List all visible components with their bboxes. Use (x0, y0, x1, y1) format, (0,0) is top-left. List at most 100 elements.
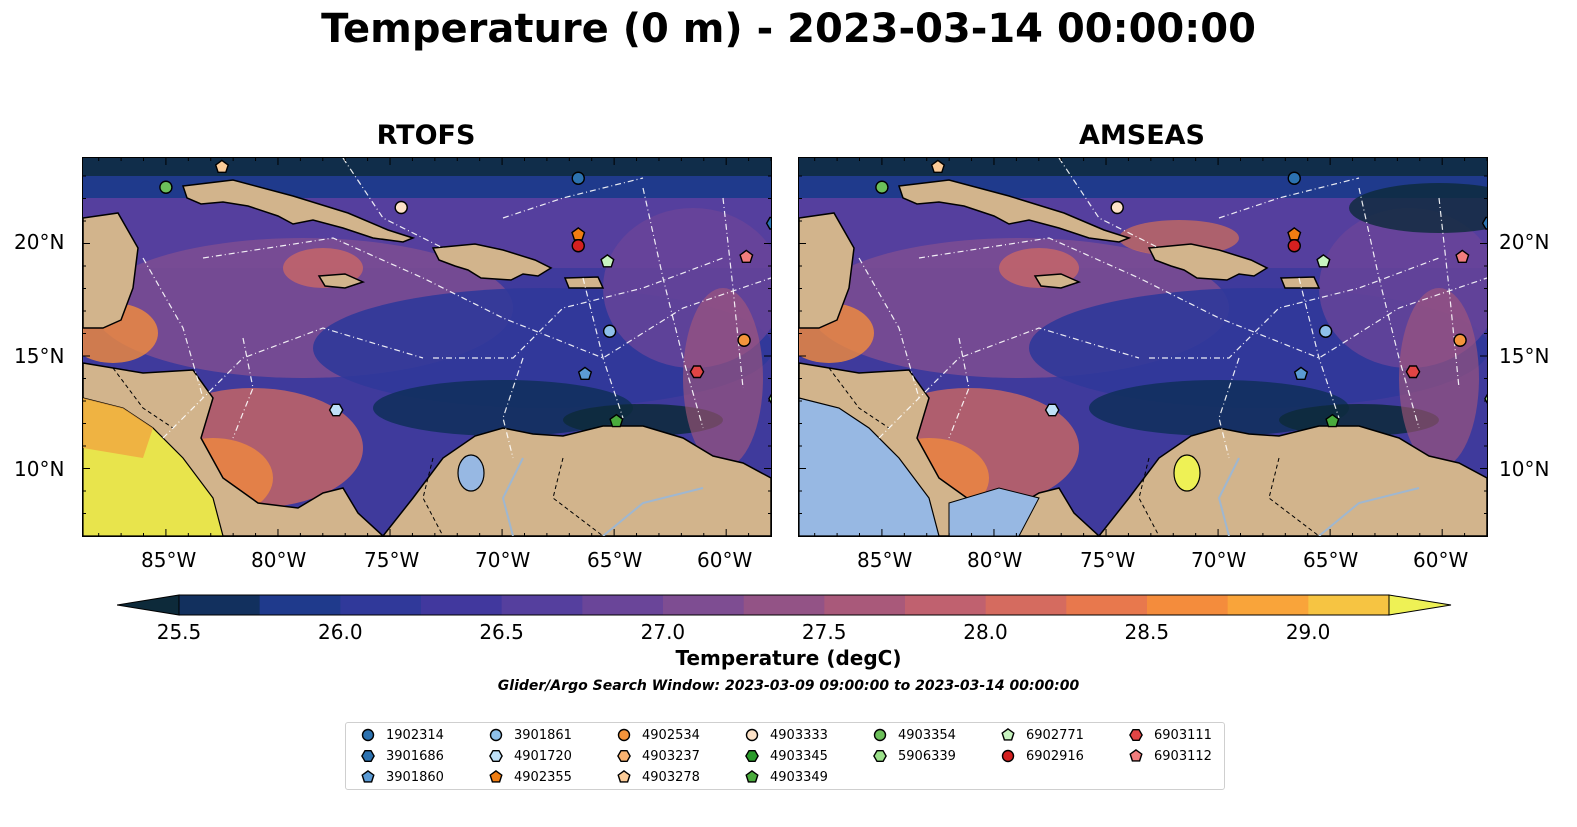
lon-tick-label: 85°W (857, 548, 913, 572)
float-marker-6902771[interactable] (1316, 254, 1331, 268)
legend-item-3901861[interactable]: 3901861 (488, 727, 572, 743)
legend-label: 3901860 (386, 769, 444, 785)
float-marker-6903111[interactable] (689, 365, 705, 379)
circle-marker-icon (617, 728, 631, 742)
circle-marker-icon (745, 728, 759, 742)
legend-label: 4902355 (514, 769, 572, 785)
float-marker-4903333[interactable] (1110, 200, 1124, 215)
pentagon-marker-icon (617, 770, 631, 783)
legend-item-6903111[interactable]: 6903111 (1128, 727, 1212, 743)
legend-label: 4903345 (770, 748, 828, 764)
legend-item-4901720[interactable]: 4901720 (488, 748, 572, 764)
float-marker-4903333[interactable] (394, 200, 408, 215)
colorbar-tick-label: 25.5 (156, 620, 202, 644)
float-marker-4903354[interactable] (875, 180, 889, 194)
pentagon-marker-icon (489, 770, 503, 783)
pentagon-marker-icon (1001, 728, 1015, 741)
float-marker-6903112[interactable] (1455, 249, 1470, 264)
float-marker-5906339[interactable] (1484, 393, 1487, 405)
lat-tick-label: 15°N (1499, 344, 1550, 368)
hexagon-marker-icon (489, 750, 503, 763)
legend-item-3901686[interactable]: 3901686 (360, 748, 444, 764)
legend-item-1902314[interactable]: 1902314 (360, 727, 444, 743)
float-marker-4903349[interactable] (1325, 413, 1340, 428)
float-marker-3901861[interactable] (602, 324, 617, 338)
map-panel-rtofs[interactable] (82, 157, 772, 537)
float-marker-3901861[interactable] (1318, 324, 1333, 338)
legend-label: 4903278 (642, 769, 700, 785)
map-canvas-rtofs (83, 158, 771, 536)
colorbar-label: Temperature (degC) (675, 646, 902, 670)
pentagon-marker-icon (361, 770, 375, 783)
float-marker-3901686[interactable] (765, 216, 771, 230)
lon-tick-label: 70°W (1191, 548, 1247, 572)
lon-tick-label: 70°W (475, 548, 531, 572)
float-marker-5906339[interactable] (768, 393, 771, 405)
panel-title-rtofs: RTOFS (376, 120, 476, 151)
circle-marker-icon (489, 728, 503, 742)
lon-tick-label: 75°W (364, 548, 420, 572)
float-marker-6902916[interactable] (1287, 239, 1301, 253)
colorbar-tick-label: 28.5 (1124, 620, 1170, 644)
legend-item-4903237[interactable]: 4903237 (616, 748, 700, 764)
legend-item-4903278[interactable]: 4903278 (616, 769, 700, 785)
lon-tick-label: 60°W (697, 548, 753, 572)
search-window-text: Glider/Argo Search Window: 2023-03-09 09… (497, 678, 1080, 694)
lat-tick-label: 10°N (1499, 457, 1550, 481)
float-marker-4903278[interactable] (930, 159, 946, 174)
hexagon-marker-icon (361, 750, 375, 763)
colorbar-tick-label: 26.0 (318, 620, 363, 644)
float-marker-4903354[interactable] (159, 180, 173, 194)
float-marker-1902314[interactable] (571, 171, 585, 185)
float-marker-4901720[interactable] (1044, 403, 1060, 417)
float-marker-4903349[interactable] (609, 413, 624, 428)
legend-label: 6903111 (1154, 727, 1212, 743)
legend-label: 5906339 (898, 748, 956, 764)
legend-label: 6902771 (1026, 727, 1084, 743)
legend-item-6903112[interactable]: 6903112 (1128, 748, 1212, 764)
float-marker-6902916[interactable] (571, 239, 585, 253)
colorbar-tick-label: 28.0 (963, 620, 1008, 644)
float-marker-4903278[interactable] (214, 159, 230, 174)
pentagon-marker-icon (1129, 749, 1143, 762)
float-marker-3901860[interactable] (1293, 366, 1309, 381)
lat-tick-label: 20°N (1499, 230, 1550, 254)
hexagon-marker-icon (617, 750, 631, 763)
legend-item-4902534[interactable]: 4902534 (616, 727, 700, 743)
legend-item-4903354[interactable]: 4903354 (872, 727, 956, 743)
legend-label: 3901861 (514, 727, 572, 743)
legend-label: 6902916 (1026, 748, 1084, 764)
lat-tick-label: 15°N (14, 344, 65, 368)
legend-item-5906339[interactable]: 5906339 (872, 748, 956, 764)
float-marker-4902534[interactable] (1453, 333, 1467, 347)
float-marker-6902771[interactable] (600, 254, 615, 268)
float-marker-1902314[interactable] (1287, 171, 1301, 185)
float-marker-4901720[interactable] (328, 403, 344, 417)
legend-item-6902771[interactable]: 6902771 (1000, 727, 1084, 743)
hexagon-marker-icon (745, 750, 759, 763)
legend-item-3901860[interactable]: 3901860 (360, 769, 444, 785)
legend-label: 4903333 (770, 727, 828, 743)
legend-item-6902916[interactable]: 6902916 (1000, 748, 1084, 764)
float-marker-6903111[interactable] (1405, 365, 1421, 379)
legend-item-4903345[interactable]: 4903345 (744, 748, 828, 764)
legend-label: 4902534 (642, 727, 700, 743)
panel-title-amseas: AMSEAS (1079, 120, 1205, 151)
colorbar (117, 594, 1452, 616)
lon-tick-label: 65°W (1303, 548, 1359, 572)
float-marker-6903112[interactable] (739, 249, 754, 264)
legend-item-4903333[interactable]: 4903333 (744, 727, 828, 743)
lat-tick-label: 10°N (14, 457, 65, 481)
float-marker-3901860[interactable] (577, 366, 593, 381)
legend-label: 1902314 (386, 727, 444, 743)
legend-item-4902355[interactable]: 4902355 (488, 769, 572, 785)
legend-label: 4901720 (514, 748, 572, 764)
legend-item-4903349[interactable]: 4903349 (744, 769, 828, 785)
float-marker-3901686[interactable] (1481, 216, 1487, 230)
lat-tick-label: 20°N (14, 230, 65, 254)
colorbar-tick-label: 27.0 (640, 620, 686, 644)
float-marker-4902534[interactable] (737, 333, 751, 347)
circle-marker-icon (873, 728, 887, 742)
map-panel-amseas[interactable] (798, 157, 1488, 537)
figure-title: Temperature (0 m) - 2023-03-14 00:00:00 (321, 6, 1256, 52)
